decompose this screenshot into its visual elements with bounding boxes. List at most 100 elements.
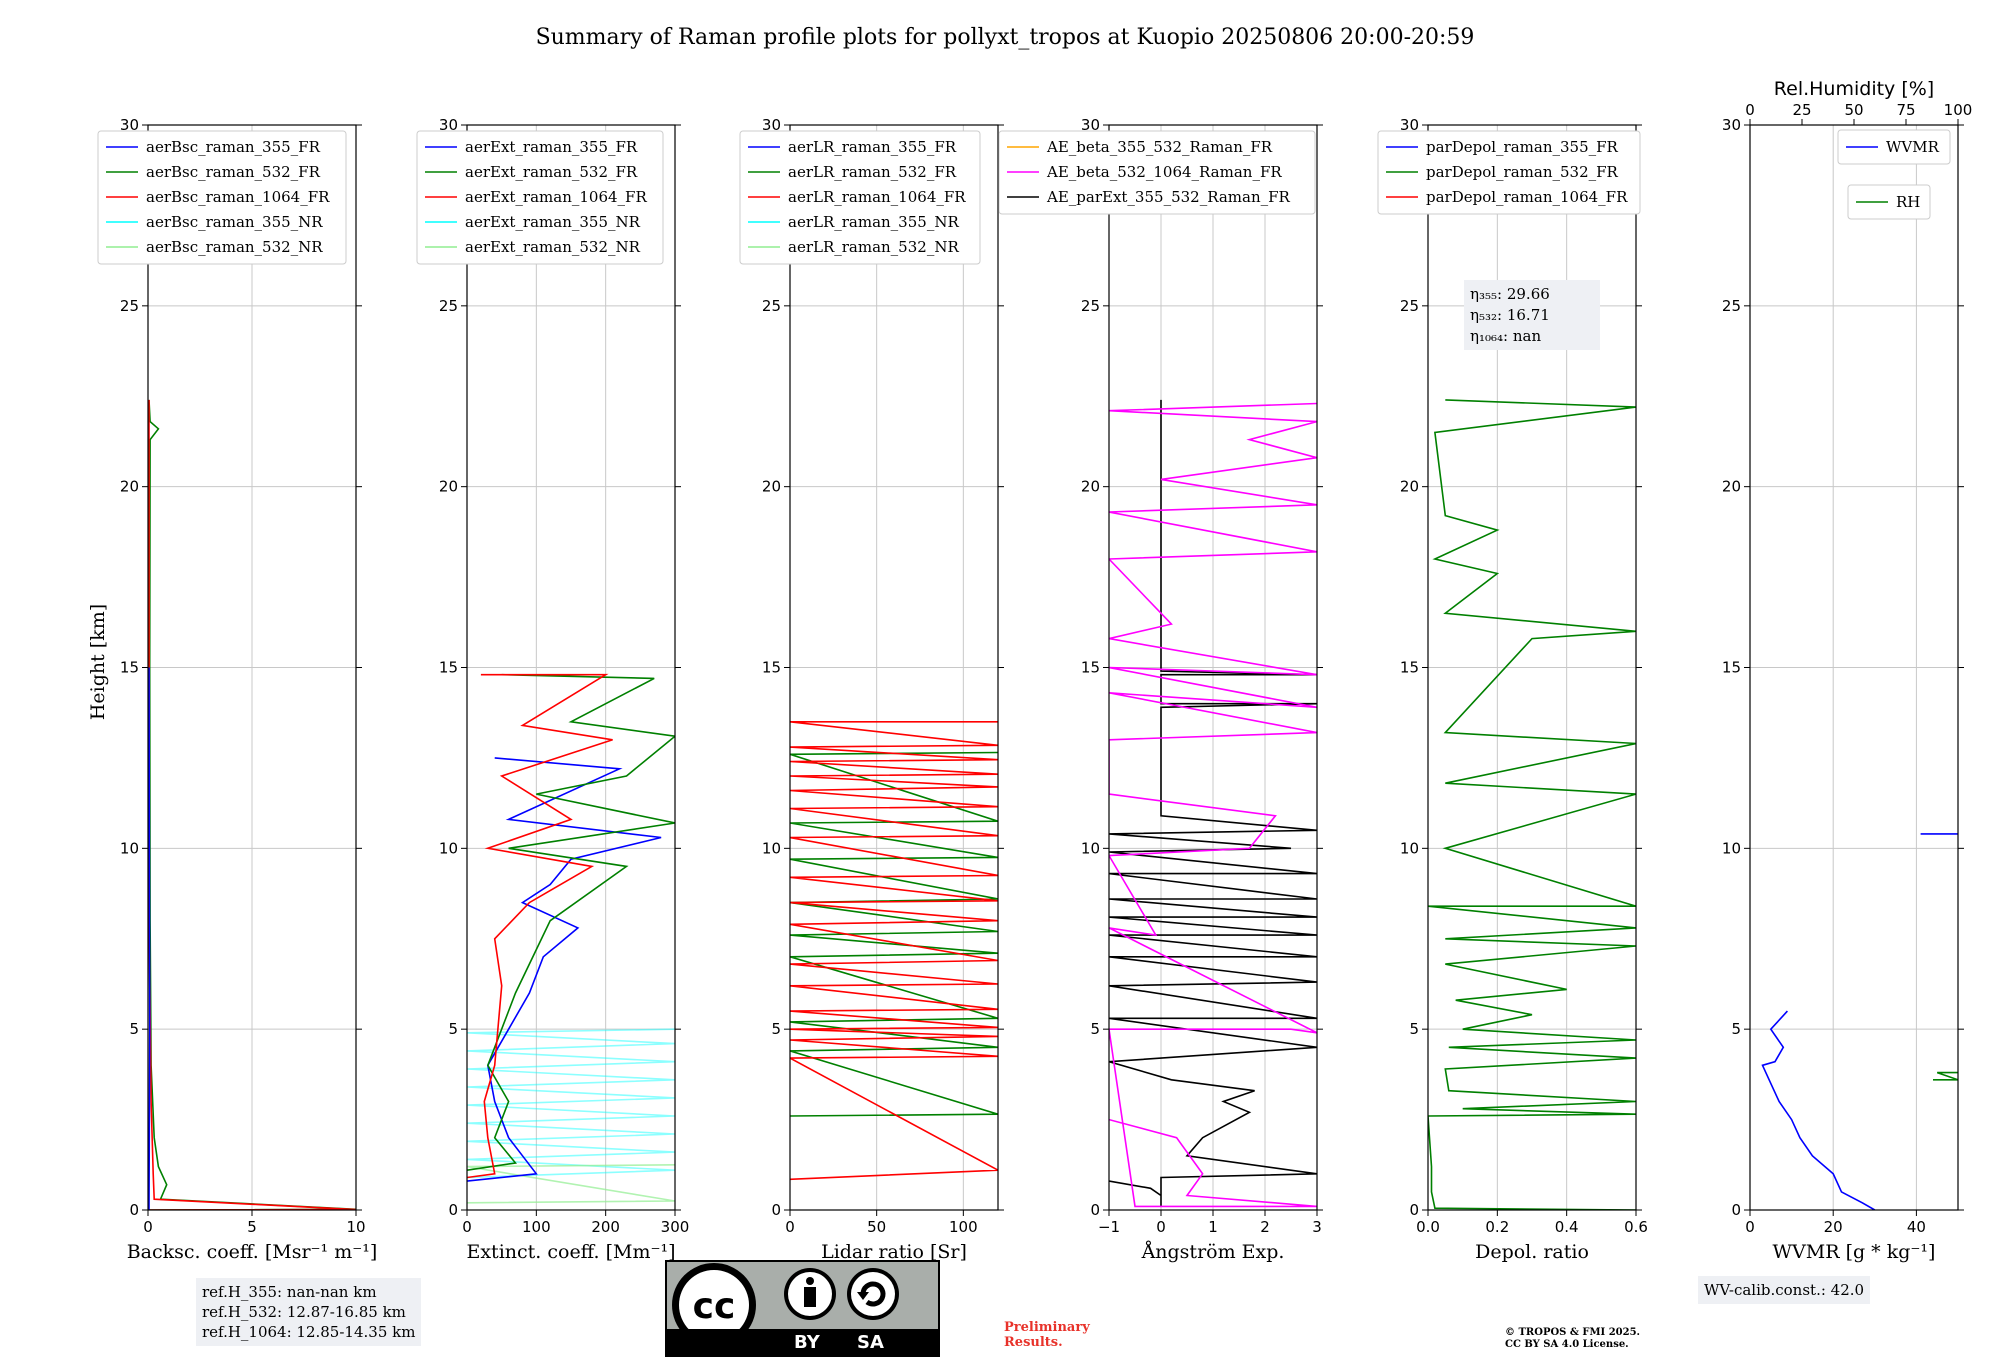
legend-label-depolarization-1: parDepol_raman_532_FR	[1426, 163, 1619, 181]
legend-label-backscatter-0: aerBsc_raman_355_FR	[146, 138, 321, 156]
legend-box-backscatter	[97, 130, 347, 265]
y-tick-label-lidar_ratio-3: 15	[762, 659, 781, 677]
legend-depolarization: parDepol_raman_355_FR parDepol_raman_532_…	[1377, 130, 1641, 215]
y-tick-label-lidar_ratio-6: 30	[762, 116, 781, 134]
legend-label-lidar_ratio-3: aerLR_raman_355_NR	[788, 213, 959, 231]
top-tick-label-4: 100	[1944, 101, 1973, 119]
y-tick-label-angstrom-4: 20	[1081, 478, 1100, 496]
wv-calib-text: WV-calib.const.: 42.0	[1704, 1281, 1865, 1299]
x-tick-label-backscatter-2: 10	[346, 1218, 365, 1236]
cc-logo-icon: cc	[672, 1263, 899, 1347]
x-tick-label-extinction-3: 300	[661, 1218, 690, 1236]
y-tick-label-backscatter-5: 25	[120, 297, 139, 315]
y-tick-label-backscatter-0: 0	[129, 1201, 139, 1219]
y-tick-label-depolarization-6: 30	[1400, 116, 1419, 134]
x-tick-label-depolarization-1: 0.2	[1485, 1218, 1509, 1236]
cc-sa-label: SA	[857, 1332, 884, 1353]
top-tick-label-2: 50	[1844, 101, 1863, 119]
x-axis-label-wvmr: WVMR [g * kg⁻¹]	[1773, 1241, 1936, 1263]
y-tick-label-angstrom-1: 5	[1090, 1020, 1100, 1038]
legend-extinction: aerExt_raman_355_FR aerExt_raman_532_FRae…	[416, 130, 664, 265]
y-tick-label-angstrom-5: 25	[1081, 297, 1100, 315]
top-axis-label: Rel.Humidity [%]	[1774, 78, 1934, 100]
copyright-note: © TROPOS & FMI 2025. CC BY SA 4.0 Licens…	[1505, 1327, 1640, 1351]
legend-angstrom: AE_beta_355_532_Raman_FR AE_beta_532_1064…	[998, 130, 1316, 215]
legend-label-lidar_ratio-0: aerLR_raman_355_FR	[788, 138, 957, 156]
y-tick-label-angstrom-0: 0	[1090, 1201, 1100, 1219]
x-tick-label-angstrom-1: 0	[1156, 1218, 1166, 1236]
y-tick-label-backscatter-3: 15	[120, 659, 139, 677]
y-tick-label-extinction-5: 25	[439, 297, 458, 315]
legend-label-depolarization-2: parDepol_raman_1064_FR	[1426, 188, 1628, 206]
series-aerLR_raman_532_FR	[790, 751, 998, 1117]
y-tick-label-angstrom-3: 15	[1081, 659, 1100, 677]
series-aerBsc_raman_355_FR	[148, 667, 151, 1210]
annotation-depolarization: η₃₅₅: 29.66 η₅₃₂: 16.71 η₁₀₆₄: nan	[1464, 280, 1600, 350]
top-tick-label-1: 25	[1792, 101, 1811, 119]
x-axis-label-backscatter: Backsc. coeff. [Msr⁻¹ m⁻¹]	[127, 1241, 378, 1263]
annotation-box	[1464, 280, 1600, 350]
series-AE_parExt_355_532_Raman_FR	[1109, 399, 1317, 1207]
x-tick-label-lidar_ratio-1: 50	[867, 1218, 886, 1236]
x-tick-label-angstrom-0: −1	[1098, 1218, 1120, 1236]
y-tick-label-extinction-3: 15	[439, 659, 458, 677]
y-tick-label-extinction-0: 0	[448, 1201, 458, 1219]
ref-heights-box: ref.H_355: nan-nan km ref.H_532: 12.87-1…	[196, 1278, 422, 1346]
top-tick-label-3: 75	[1896, 101, 1915, 119]
annotation-eta-2: η₁₀₆₄: nan	[1470, 327, 1541, 345]
legend-box-extinction	[416, 130, 664, 265]
panel-depolarization: 0 5 10 15 20 25 30 0.0 0.2 0.4 0.6 Depol. ratio parD…	[1377, 116, 1648, 1263]
y-tick-label-wvmr-2: 10	[1722, 839, 1741, 857]
x-tick-label-depolarization-3: 0.6	[1624, 1218, 1648, 1236]
legend-label-extinction-3: aerExt_raman_355_NR	[465, 213, 641, 231]
series-aerExt_raman_532_NR	[467, 1164, 675, 1204]
legend-backscatter: aerBsc_raman_355_FR aerBsc_raman_532_FRae…	[97, 130, 347, 265]
y-tick-label-depolarization-5: 25	[1400, 297, 1419, 315]
x-tick-label-depolarization-2: 0.4	[1555, 1218, 1579, 1236]
legend-label-backscatter-3: aerBsc_raman_355_NR	[146, 213, 323, 231]
legend-label-extinction-2: aerExt_raman_1064_FR	[465, 188, 647, 206]
x-tick-label-extinction-1: 100	[522, 1218, 551, 1236]
y-tick-label-angstrom-6: 30	[1081, 116, 1100, 134]
ref-height-1064: ref.H_1064: 12.85-14.35 km	[202, 1323, 416, 1341]
y-tick-label-extinction-6: 30	[439, 116, 458, 134]
legend-label-backscatter-4: aerBsc_raman_532_NR	[146, 238, 323, 256]
legend-label-lidar_ratio-1: aerLR_raman_532_FR	[788, 163, 957, 181]
legend-label-angstrom-2: AE_parExt_355_532_Raman_FR	[1046, 188, 1291, 206]
y-tick-label-extinction-2: 10	[439, 839, 458, 857]
y-tick-label-depolarization-1: 5	[1409, 1020, 1419, 1038]
x-tick-label-backscatter-1: 5	[247, 1218, 257, 1236]
cc-by-label: BY	[794, 1332, 820, 1353]
y-tick-label-extinction-1: 5	[448, 1020, 458, 1038]
legend-label-extinction-0: aerExt_raman_355_FR	[465, 138, 638, 156]
y-tick-label-backscatter-1: 5	[129, 1020, 139, 1038]
legend-label-extinction-1: aerExt_raman_532_FR	[465, 163, 638, 181]
cc-mark: cc	[693, 1286, 736, 1327]
y-tick-label-wvmr-5: 25	[1722, 297, 1741, 315]
x-tick-label-wvmr-2: 40	[1907, 1218, 1926, 1236]
copyright-line-1: © TROPOS & FMI 2025.	[1505, 1327, 1641, 1338]
y-tick-label-lidar_ratio-5: 25	[762, 297, 781, 315]
panel-lidar_ratio: 0 5 10 15 20 25 30 0 50 100 Lidar ratio [Sr] aerLR_…	[739, 116, 1004, 1263]
y-axis-label: Height [km]	[87, 604, 109, 720]
x-tick-label-angstrom-2: 1	[1208, 1218, 1218, 1236]
y-tick-label-backscatter-6: 30	[120, 116, 139, 134]
x-axis-label-angstrom: Ångström Exp.	[1141, 1241, 1285, 1263]
x-tick-label-extinction-0: 0	[462, 1218, 472, 1236]
x-tick-label-backscatter-0: 0	[143, 1218, 153, 1236]
y-tick-label-lidar_ratio-1: 5	[771, 1020, 781, 1038]
cc-license-badge: cc BY SA	[665, 1260, 940, 1357]
series-aerExt_raman_355_NR	[467, 1028, 675, 1179]
annotation-eta-1: η₅₃₂: 16.71	[1470, 306, 1550, 324]
x-tick-label-lidar_ratio-2: 100	[949, 1218, 978, 1236]
preliminary-note: Preliminary Results.	[1004, 1320, 1090, 1350]
wv-calib-box: WV-calib.const.: 42.0	[1698, 1276, 1871, 1304]
legend-wvmr: WVMR RH	[1837, 129, 1951, 220]
x-tick-label-angstrom-4: 3	[1312, 1218, 1322, 1236]
y-tick-label-wvmr-3: 15	[1722, 659, 1741, 677]
legend-label-rh: RH	[1896, 193, 1920, 211]
series-parDepol_raman_532_FR	[1428, 399, 1636, 1210]
series-aerExt_raman_532_FR	[467, 673, 675, 1171]
series-aerExt_raman_355_FR	[467, 757, 662, 1182]
